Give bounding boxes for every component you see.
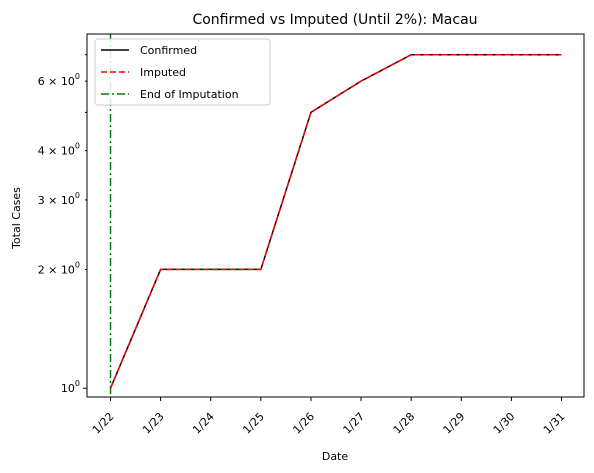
- y-minor-tick-label: 3 × 100: [38, 191, 80, 207]
- legend-entry: End of Imputation: [140, 88, 239, 101]
- x-tick-label: 1/29: [441, 410, 468, 437]
- x-tick-label: 1/24: [190, 410, 217, 437]
- tick-exponent: 0: [75, 142, 80, 151]
- y-minor-tick-label: 4 × 100: [38, 142, 80, 158]
- tick-exponent: 0: [75, 72, 80, 81]
- x-tick-label: 1/27: [341, 410, 368, 437]
- tick-exponent: 0: [75, 379, 80, 388]
- tick-exponent: 0: [75, 191, 80, 200]
- y-minor-tick-label: 6 × 100: [38, 72, 80, 88]
- x-tick-label: 1/31: [541, 410, 568, 437]
- tick-exponent: 0: [75, 260, 80, 269]
- x-axis-label: Date: [322, 450, 349, 463]
- x-tick-label: 1/25: [240, 410, 267, 437]
- y-major-tick-label: 100: [61, 379, 80, 395]
- x-tick-label: 1/23: [140, 410, 167, 437]
- x-tick-label: 1/26: [290, 410, 317, 437]
- x-tick-label: 1/22: [90, 410, 117, 437]
- y-axis-label: Total Cases: [10, 187, 23, 250]
- legend-entry: Imputed: [140, 66, 186, 79]
- x-tick-label: 1/30: [491, 410, 518, 437]
- x-tick-label: 1/28: [391, 410, 418, 437]
- plot-frame: [86, 33, 585, 398]
- legend: Confirmed Imputed End of Imputation: [94, 38, 271, 106]
- legend-entry: Confirmed: [140, 44, 197, 57]
- legend-box: [94, 38, 271, 106]
- chart-title: Confirmed vs Imputed (Until 2%): Macau: [192, 12, 477, 28]
- y-minor-tick-label: 2 × 100: [38, 260, 80, 276]
- series-line-imputed: [109, 53, 562, 389]
